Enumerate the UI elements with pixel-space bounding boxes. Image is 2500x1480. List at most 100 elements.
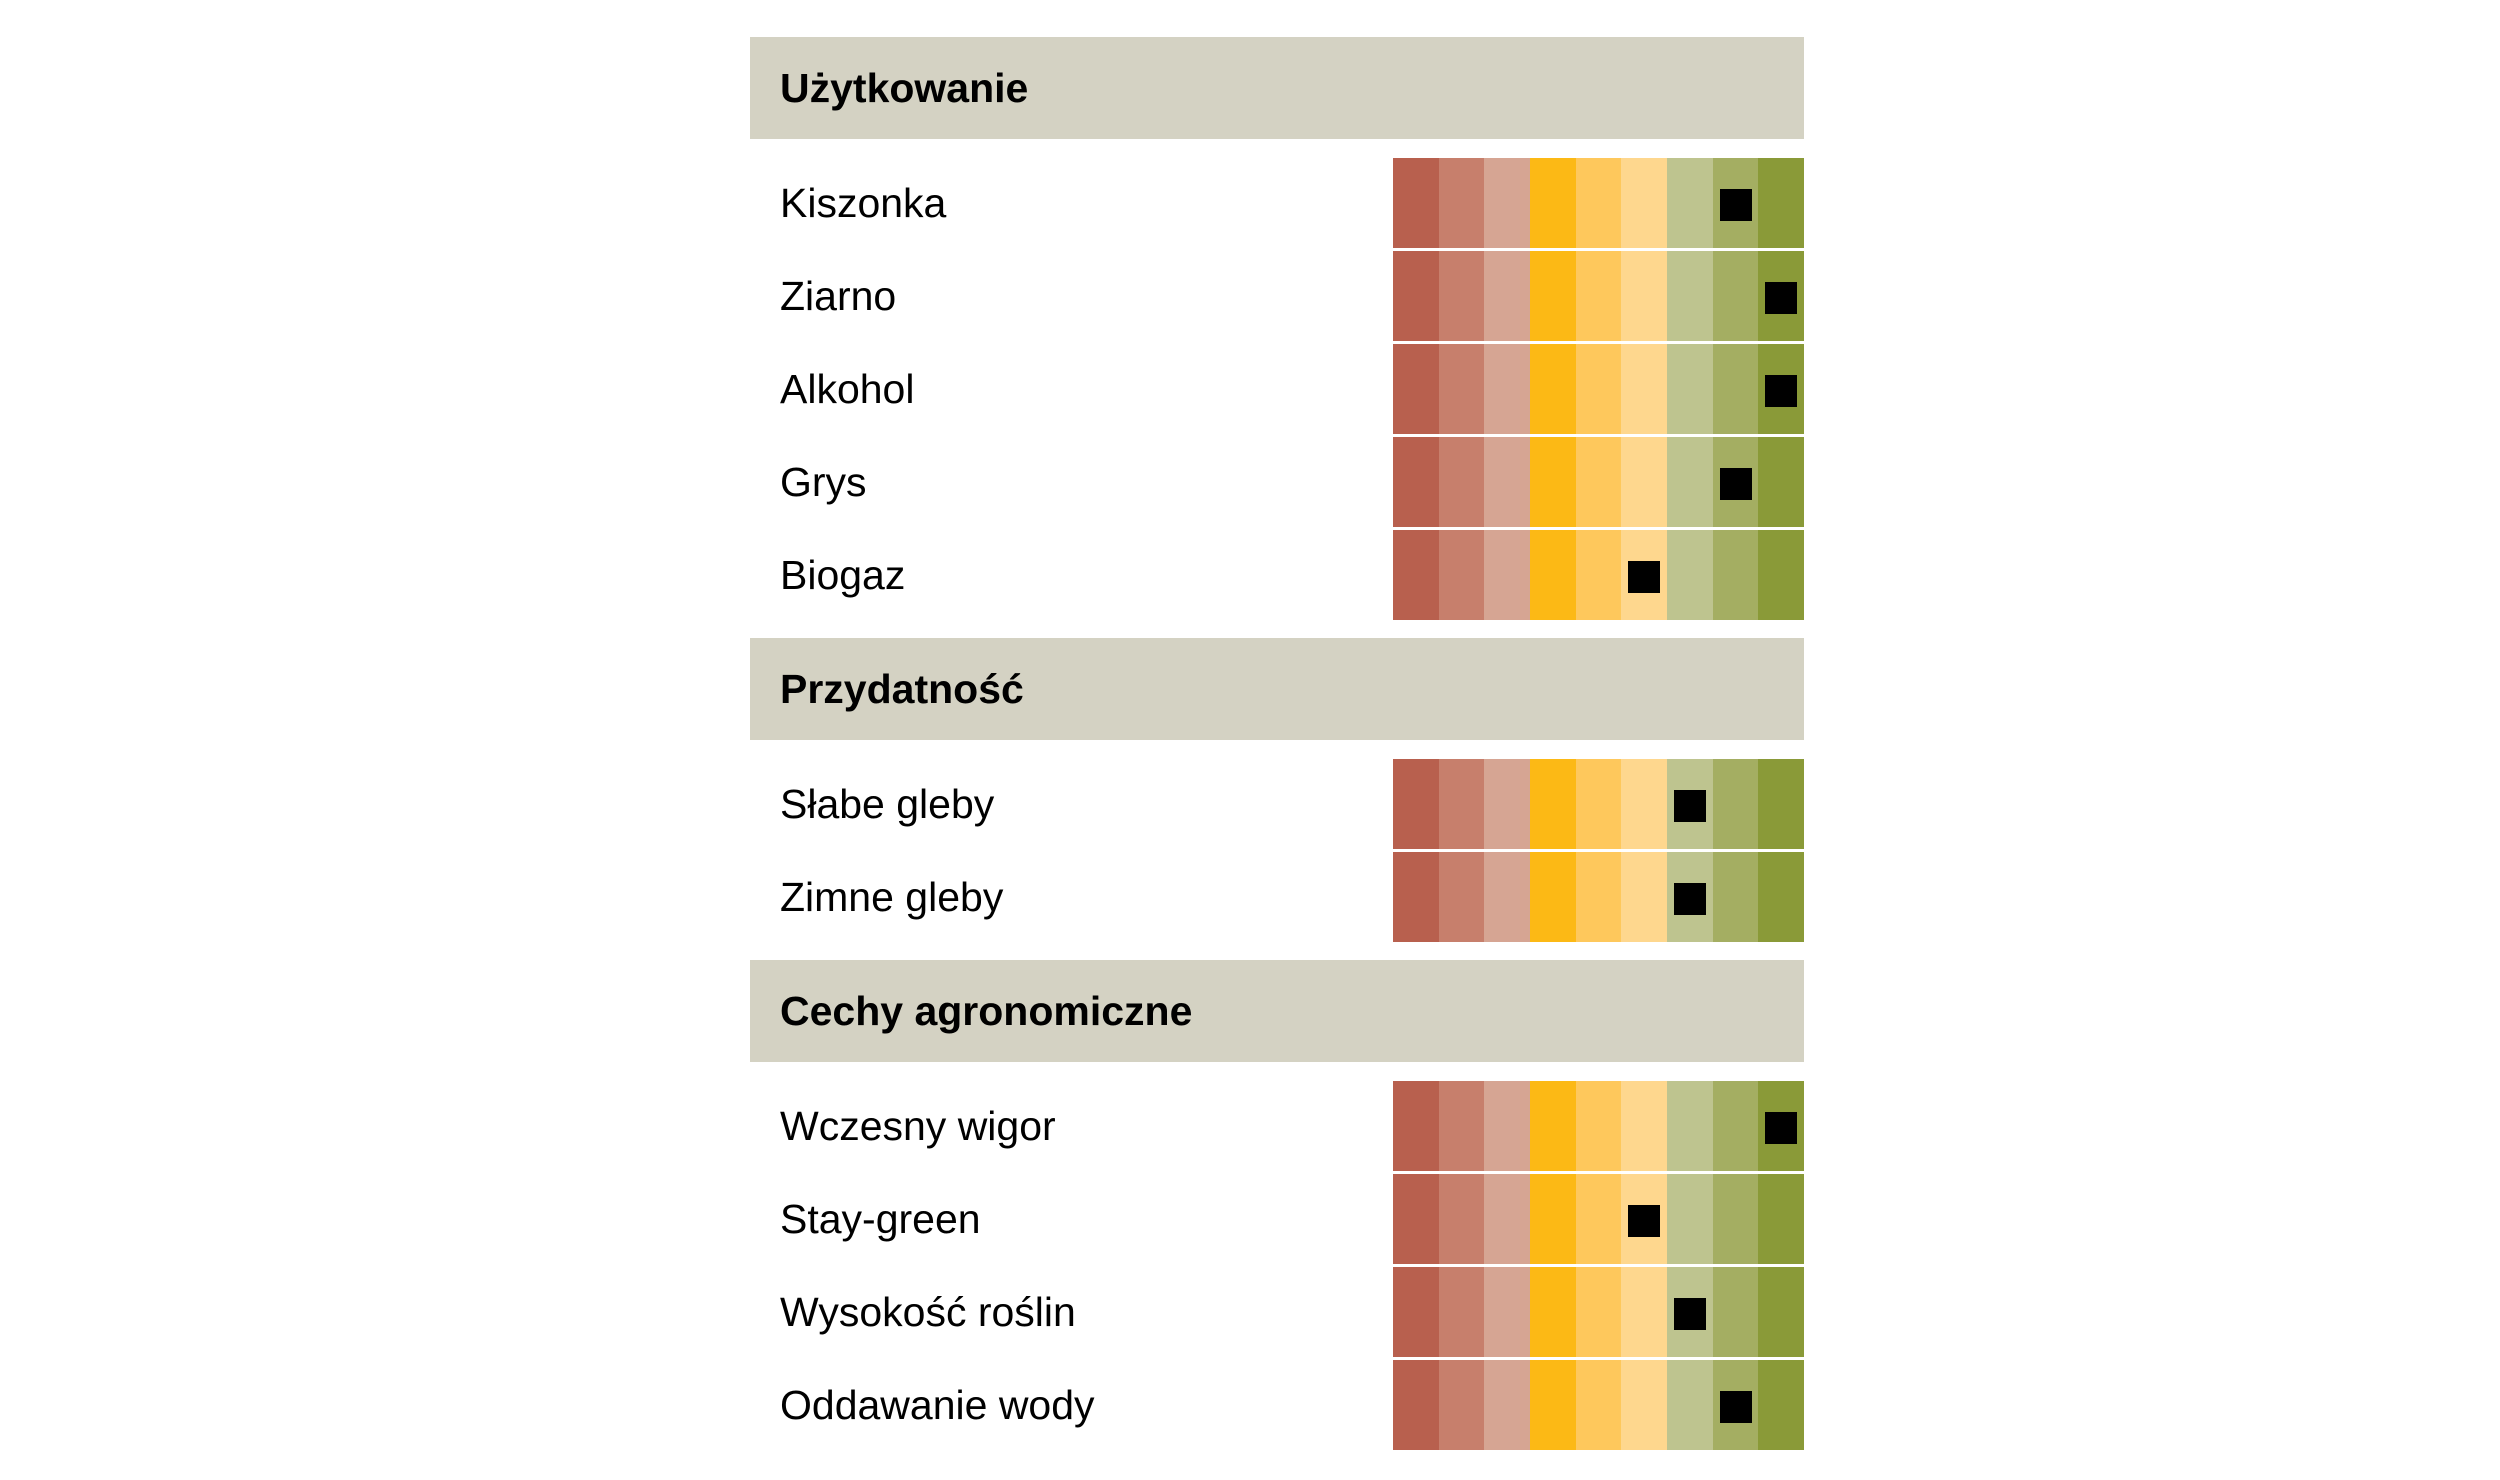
scale-cell-8 bbox=[1712, 1267, 1759, 1357]
row-label: Ziarno bbox=[780, 272, 897, 319]
scale-cell-5 bbox=[1575, 759, 1622, 849]
scale-cell-4 bbox=[1530, 1360, 1576, 1450]
rating-marker bbox=[1765, 282, 1798, 314]
scale-cell-3 bbox=[1484, 759, 1531, 849]
scale-cell-3 bbox=[1484, 1174, 1531, 1264]
scale-cell-9 bbox=[1758, 530, 1805, 620]
scale-cell-5 bbox=[1575, 1174, 1622, 1264]
scale-cell-7 bbox=[1667, 158, 1713, 248]
scale-cell-6 bbox=[1621, 1360, 1668, 1450]
scale-cell-1 bbox=[1393, 1174, 1439, 1264]
scale-cell-1 bbox=[1393, 1360, 1439, 1450]
rating-scale bbox=[1393, 344, 1805, 434]
scale-cell-2 bbox=[1438, 437, 1485, 527]
scale-cell-4 bbox=[1530, 251, 1576, 341]
scale-cell-1 bbox=[1393, 852, 1439, 942]
scale-cell-6 bbox=[1621, 251, 1668, 341]
scale-cell-8 bbox=[1712, 759, 1759, 849]
rating-scale bbox=[1393, 158, 1805, 248]
scale-cell-3 bbox=[1484, 158, 1531, 248]
scale-cell-2 bbox=[1438, 344, 1485, 434]
scale-cell-5 bbox=[1575, 1081, 1622, 1171]
scale-cell-9 bbox=[1758, 1360, 1805, 1450]
scale-cell-5 bbox=[1575, 158, 1622, 248]
scale-cell-2 bbox=[1438, 759, 1485, 849]
scale-cell-5 bbox=[1575, 1360, 1622, 1450]
rating-marker bbox=[1673, 1298, 1706, 1330]
scale-cell-9 bbox=[1758, 437, 1805, 527]
scale-cell-4 bbox=[1530, 1267, 1576, 1357]
scale-cell-1 bbox=[1393, 437, 1439, 527]
section-rows: Wczesny wigor Stay-green Wysokość roślin Od… bbox=[750, 1081, 1805, 1450]
rating-scale bbox=[1393, 1174, 1805, 1264]
scale-cell-5 bbox=[1575, 852, 1622, 942]
scale-cell-8 bbox=[1712, 251, 1759, 341]
rating-row: Grys bbox=[750, 437, 1805, 527]
scale-cell-5 bbox=[1575, 530, 1622, 620]
scale-cell-4 bbox=[1530, 1081, 1576, 1171]
scale-cell-2 bbox=[1438, 1174, 1485, 1264]
scale-cell-5 bbox=[1575, 1267, 1622, 1357]
rating-chart: Użytkowanie Kiszonka Ziarno Alkohol Grys Biog… bbox=[750, 37, 1805, 1468]
rating-scale bbox=[1393, 759, 1805, 849]
scale-cell-4 bbox=[1530, 852, 1576, 942]
scale-cell-7 bbox=[1667, 530, 1713, 620]
scale-cell-1 bbox=[1393, 1081, 1439, 1171]
scale-cell-4 bbox=[1530, 437, 1576, 527]
rating-row: Wysokość roślin bbox=[750, 1267, 1805, 1357]
rating-scale bbox=[1393, 852, 1805, 942]
scale-cell-7 bbox=[1667, 344, 1713, 434]
rating-row: Stay-green bbox=[750, 1174, 1805, 1264]
scale-cell-5 bbox=[1575, 437, 1622, 527]
scale-cell-9 bbox=[1758, 1267, 1805, 1357]
rating-scale bbox=[1393, 530, 1805, 620]
scale-cell-8 bbox=[1712, 1174, 1759, 1264]
scale-cell-8 bbox=[1712, 344, 1759, 434]
rating-row: Ziarno bbox=[750, 251, 1805, 341]
rating-marker bbox=[1719, 1391, 1752, 1423]
scale-cell-4 bbox=[1530, 158, 1576, 248]
row-label: Kiszonka bbox=[780, 179, 947, 226]
scale-cell-9 bbox=[1758, 759, 1805, 849]
scale-cell-5 bbox=[1575, 251, 1622, 341]
scale-cell-6 bbox=[1621, 759, 1668, 849]
scale-cell-3 bbox=[1484, 437, 1531, 527]
section-header: Przydatność bbox=[750, 638, 1804, 740]
section-header: Cechy agronomiczne bbox=[750, 960, 1804, 1062]
scale-cell-3 bbox=[1484, 1360, 1531, 1450]
scale-cell-8 bbox=[1712, 852, 1759, 942]
scale-cell-2 bbox=[1438, 1360, 1485, 1450]
scale-cell-3 bbox=[1484, 1267, 1531, 1357]
rating-scale bbox=[1393, 1360, 1805, 1450]
row-label: Oddawanie wody bbox=[780, 1381, 1095, 1428]
rating-marker bbox=[1673, 883, 1706, 915]
row-label: Słabe gleby bbox=[780, 780, 995, 827]
rating-row: Alkohol bbox=[750, 344, 1805, 434]
section-rows: Kiszonka Ziarno Alkohol Grys Biogaz bbox=[750, 158, 1805, 620]
scale-cell-7 bbox=[1667, 437, 1713, 527]
scale-cell-3 bbox=[1484, 344, 1531, 434]
scale-cell-3 bbox=[1484, 1081, 1531, 1171]
rating-marker bbox=[1628, 561, 1661, 593]
row-label: Zimne gleby bbox=[780, 873, 1004, 920]
rating-scale bbox=[1393, 1267, 1805, 1357]
scale-cell-6 bbox=[1621, 437, 1668, 527]
scale-cell-9 bbox=[1758, 852, 1805, 942]
scale-cell-4 bbox=[1530, 1174, 1576, 1264]
scale-cell-9 bbox=[1758, 158, 1805, 248]
scale-cell-8 bbox=[1712, 1081, 1759, 1171]
rating-scale bbox=[1393, 251, 1805, 341]
rating-marker bbox=[1628, 1205, 1661, 1237]
scale-cell-7 bbox=[1667, 1174, 1713, 1264]
rating-scale bbox=[1393, 437, 1805, 527]
rating-marker bbox=[1673, 790, 1706, 822]
scale-cell-6 bbox=[1621, 1081, 1668, 1171]
section-rows: Słabe gleby Zimne gleby bbox=[750, 759, 1805, 942]
scale-cell-3 bbox=[1484, 251, 1531, 341]
scale-cell-1 bbox=[1393, 344, 1439, 434]
scale-cell-7 bbox=[1667, 1360, 1713, 1450]
scale-cell-1 bbox=[1393, 759, 1439, 849]
row-label: Alkohol bbox=[780, 365, 915, 412]
scale-cell-4 bbox=[1530, 344, 1576, 434]
scale-cell-2 bbox=[1438, 530, 1485, 620]
